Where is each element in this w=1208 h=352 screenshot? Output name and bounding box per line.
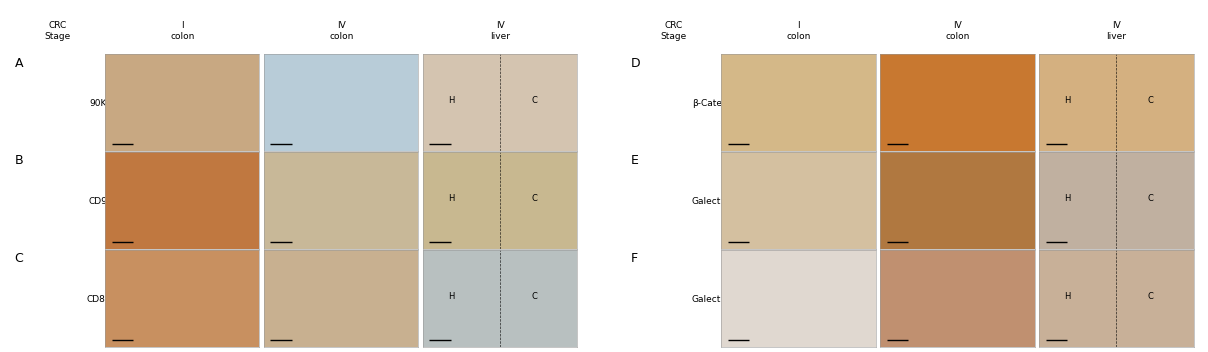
Text: E: E [631,155,639,168]
Text: B: B [14,155,23,168]
Text: C: C [1148,194,1154,203]
Text: CD82: CD82 [86,295,111,304]
Text: A: A [14,57,23,70]
Text: H: H [1064,96,1070,105]
Text: C: C [14,252,23,265]
Text: I
colon: I colon [170,21,194,40]
Text: I
colon: I colon [786,21,811,40]
Text: F: F [631,252,638,265]
Text: IV
liver: IV liver [490,21,510,40]
Text: CD9: CD9 [89,197,108,206]
Text: C: C [1148,292,1154,301]
Text: 90K: 90K [89,99,108,108]
Text: C: C [1148,96,1154,105]
Text: C: C [532,194,538,203]
Text: H: H [448,96,454,105]
Text: Galectin-1: Galectin-1 [691,295,738,304]
Text: β-Catenin: β-Catenin [692,99,737,108]
Text: H: H [448,292,454,301]
Text: CRC
Stage: CRC Stage [45,21,70,40]
Text: CRC
Stage: CRC Stage [661,21,686,40]
Text: H: H [1064,292,1070,301]
Text: D: D [631,57,640,70]
Text: C: C [532,292,538,301]
Text: C: C [532,96,538,105]
Text: H: H [448,194,454,203]
Text: IV
colon: IV colon [946,21,970,40]
Text: Galectin-3: Galectin-3 [691,197,738,206]
Text: H: H [1064,194,1070,203]
Text: IV
colon: IV colon [330,21,354,40]
Text: IV
liver: IV liver [1107,21,1126,40]
